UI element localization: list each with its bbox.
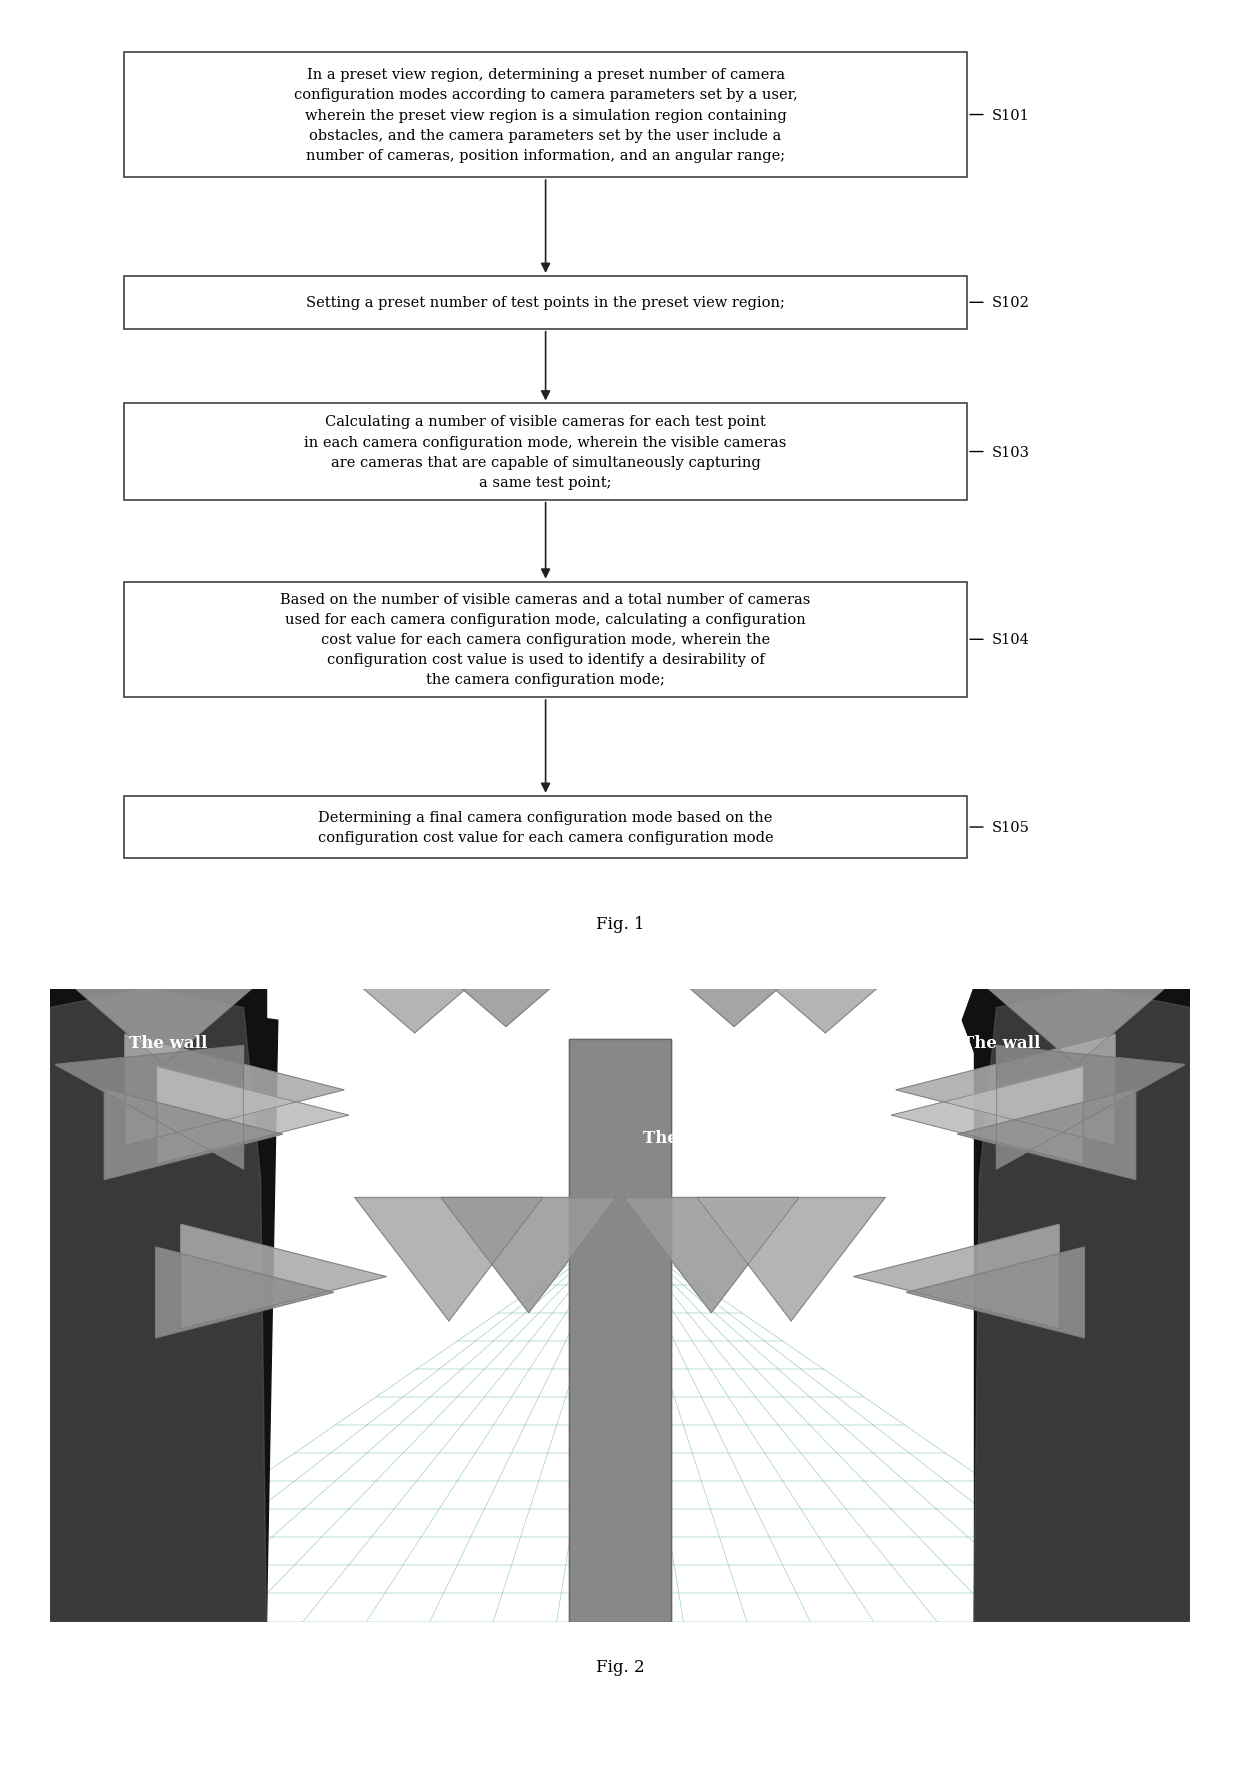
Polygon shape xyxy=(50,989,267,1622)
Polygon shape xyxy=(973,989,1190,1622)
Polygon shape xyxy=(441,1198,616,1313)
Polygon shape xyxy=(743,962,908,1034)
Polygon shape xyxy=(50,989,267,1622)
Polygon shape xyxy=(957,1089,1136,1180)
Text: The camera: The camera xyxy=(335,1041,444,1057)
Polygon shape xyxy=(983,985,1169,1066)
Polygon shape xyxy=(624,1198,799,1313)
FancyBboxPatch shape xyxy=(124,276,967,330)
Polygon shape xyxy=(997,1046,1184,1169)
Text: Setting a preset number of test points in the preset view region;: Setting a preset number of test points i… xyxy=(306,296,785,310)
Polygon shape xyxy=(429,960,583,1026)
Polygon shape xyxy=(156,1067,348,1164)
Polygon shape xyxy=(854,1224,1059,1329)
Polygon shape xyxy=(125,1035,343,1146)
Polygon shape xyxy=(332,962,497,1034)
Text: Fig. 1: Fig. 1 xyxy=(595,916,645,932)
Text: S102: S102 xyxy=(992,296,1030,310)
Polygon shape xyxy=(897,1035,1115,1146)
FancyBboxPatch shape xyxy=(124,797,967,859)
Polygon shape xyxy=(50,989,278,1622)
Text: S103: S103 xyxy=(992,446,1030,460)
Polygon shape xyxy=(71,985,257,1066)
FancyBboxPatch shape xyxy=(124,53,967,178)
Polygon shape xyxy=(355,1198,543,1320)
Text: Based on the number of visible cameras and a total number of cameras
used for ea: Based on the number of visible cameras a… xyxy=(280,593,811,688)
Polygon shape xyxy=(892,1067,1084,1164)
Text: Determining a final camera configuration mode based on the
configuration cost va: Determining a final camera configuration… xyxy=(317,811,774,845)
Text: S105: S105 xyxy=(992,820,1030,834)
Polygon shape xyxy=(569,1039,671,1622)
Text: S104: S104 xyxy=(992,633,1030,647)
Polygon shape xyxy=(156,1247,334,1338)
FancyBboxPatch shape xyxy=(124,405,967,501)
Text: Fig. 2: Fig. 2 xyxy=(595,1657,645,1675)
Text: The column: The column xyxy=(642,1130,753,1146)
Polygon shape xyxy=(697,1198,885,1320)
Polygon shape xyxy=(181,1224,386,1329)
Polygon shape xyxy=(973,989,1190,1622)
Polygon shape xyxy=(906,1247,1084,1338)
Text: S101: S101 xyxy=(992,109,1029,123)
Text: In a preset view region, determining a preset number of camera
configuration mod: In a preset view region, determining a p… xyxy=(294,68,797,162)
Polygon shape xyxy=(962,989,1190,1622)
Polygon shape xyxy=(104,1089,283,1180)
Text: The wall: The wall xyxy=(129,1034,208,1051)
Polygon shape xyxy=(657,960,811,1026)
FancyBboxPatch shape xyxy=(124,583,967,697)
Text: The wall: The wall xyxy=(962,1034,1040,1051)
Text: Calculating a number of visible cameras for each test point
in each camera confi: Calculating a number of visible cameras … xyxy=(304,415,787,490)
Polygon shape xyxy=(56,1046,243,1169)
